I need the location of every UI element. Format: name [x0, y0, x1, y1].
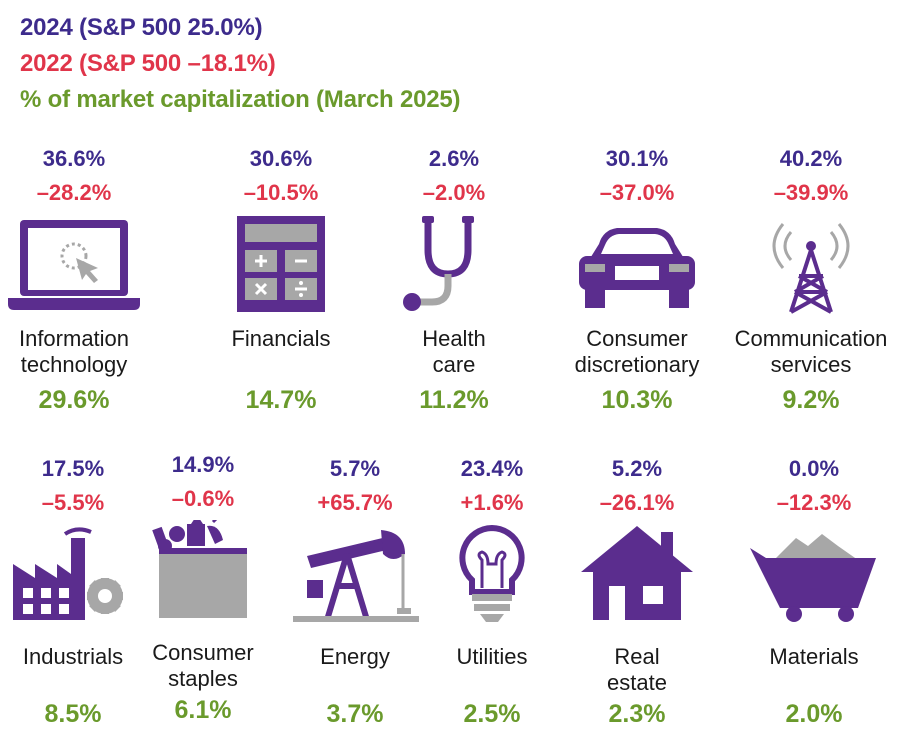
return-2022: –28.2%	[36, 180, 112, 205]
market-cap-share: 2.0%	[785, 700, 843, 728]
car-icon	[542, 214, 732, 318]
market-cap-share: 29.6%	[38, 386, 110, 414]
sector-real-estate: 5.2% –26.1% Real estate 2.3%	[542, 456, 732, 747]
sector-energy: 5.7% +65.7% Energy 3.7%	[260, 456, 450, 747]
sector-communication-services: 40.2% –39.9% Communication services 9.2%	[716, 146, 900, 446]
sector-industrials: 17.5% –5.5% Industrials 8.5%	[0, 456, 168, 747]
market-cap-share: 3.7%	[326, 700, 384, 728]
sector-utilities: 23.4% +1.6% Utilities 2.5%	[397, 456, 587, 747]
market-cap-share: 9.2%	[782, 386, 840, 414]
sector-name: Health care	[422, 326, 486, 377]
house-icon	[542, 524, 732, 628]
sector-health-care: 2.6% –2.0% Health care 11.2%	[359, 146, 549, 446]
return-2022: –2.0%	[422, 180, 486, 205]
return-2024: 14.9%	[171, 452, 235, 477]
sector-name: Consumer staples	[152, 640, 254, 691]
market-cap-share: 10.3%	[601, 386, 673, 414]
sector-name: Materials	[769, 644, 859, 669]
market-cap-share: 2.5%	[463, 700, 521, 728]
return-2022: +65.7%	[317, 490, 393, 515]
sector-information-technology: 36.6% –28.2% Information technology 29.6%	[0, 146, 169, 446]
sector-consumer-staples: 14.9% –0.6% Consumer staples 6.1%	[108, 452, 298, 747]
sector-consumer-discretionary: 30.1% –37.0% Consumer discretionary 10.3%	[542, 146, 732, 446]
sector-materials: 0.0% –12.3% Materials 2.0%	[719, 456, 900, 747]
calculator-icon	[186, 214, 376, 318]
return-2024: 30.6%	[249, 146, 313, 171]
sector-name: Communication services	[734, 326, 888, 377]
sector-name: Real estate	[607, 644, 667, 695]
return-2024: 2.6%	[428, 146, 480, 171]
legend-2022: 2022 (S&P 500 –18.1%)	[20, 50, 276, 77]
light-bulb-icon	[397, 524, 587, 628]
sector-name: Consumer discretionary	[574, 326, 700, 377]
sector-name: Information technology	[18, 326, 130, 377]
legend-2024: 2024 (S&P 500 25.0%)	[20, 14, 263, 41]
sector-name: Energy	[320, 644, 390, 669]
return-2024: 5.2%	[611, 456, 663, 481]
stethoscope-icon	[359, 214, 549, 318]
sector-financials: 30.6% –10.5% Financials 14.7%	[186, 146, 376, 446]
return-2022: –5.5%	[41, 490, 105, 515]
return-2024: 5.7%	[329, 456, 381, 481]
radio-tower-icon	[716, 214, 900, 318]
return-2022: –37.0%	[599, 180, 675, 205]
return-2024: 17.5%	[41, 456, 105, 481]
laptop-cursor-icon	[0, 214, 169, 318]
return-2022: –26.1%	[599, 490, 675, 515]
factory-icon	[0, 524, 168, 628]
oil-pump-icon	[260, 524, 450, 628]
return-2022: –12.3%	[776, 490, 852, 515]
return-2022: –0.6%	[171, 486, 235, 511]
return-2024: 23.4%	[460, 456, 524, 481]
return-2022: –10.5%	[243, 180, 319, 205]
sector-name: Financials	[231, 326, 331, 351]
market-cap-share: 11.2%	[419, 386, 489, 414]
return-2024: 36.6%	[42, 146, 106, 171]
market-cap-share: 6.1%	[174, 696, 232, 724]
legend-market-cap: % of market capitalization (March 2025)	[20, 86, 461, 113]
return-2024: 40.2%	[779, 146, 843, 171]
return-2024: 30.1%	[605, 146, 669, 171]
return-2022: –39.9%	[773, 180, 849, 205]
mine-cart-icon	[719, 524, 900, 628]
return-2024: 0.0%	[788, 456, 840, 481]
grocery-bag-icon	[108, 520, 298, 624]
market-cap-share: 8.5%	[44, 700, 102, 728]
market-cap-share: 14.7%	[245, 386, 317, 414]
sector-name: Industrials	[22, 644, 124, 669]
return-2022: +1.6%	[460, 490, 524, 515]
sector-name: Utilities	[456, 644, 528, 669]
market-cap-share: 2.3%	[608, 700, 666, 728]
